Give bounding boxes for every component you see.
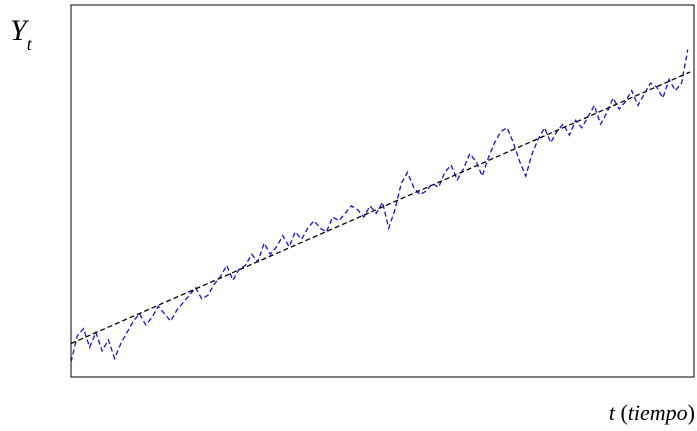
x-label-word: tiempo — [628, 400, 688, 425]
y-label-sub: t — [27, 34, 33, 54]
x-label-open: ( — [620, 400, 627, 425]
series-line — [70, 71, 691, 345]
y-label-main: Y — [10, 14, 30, 47]
series-line — [70, 49, 689, 363]
x-label: t (tiempo) — [609, 400, 695, 425]
plot-frame — [70, 4, 695, 378]
y-label: Yt — [10, 14, 33, 54]
x-label-close: ) — [688, 400, 695, 425]
x-label-var: t — [609, 400, 616, 425]
